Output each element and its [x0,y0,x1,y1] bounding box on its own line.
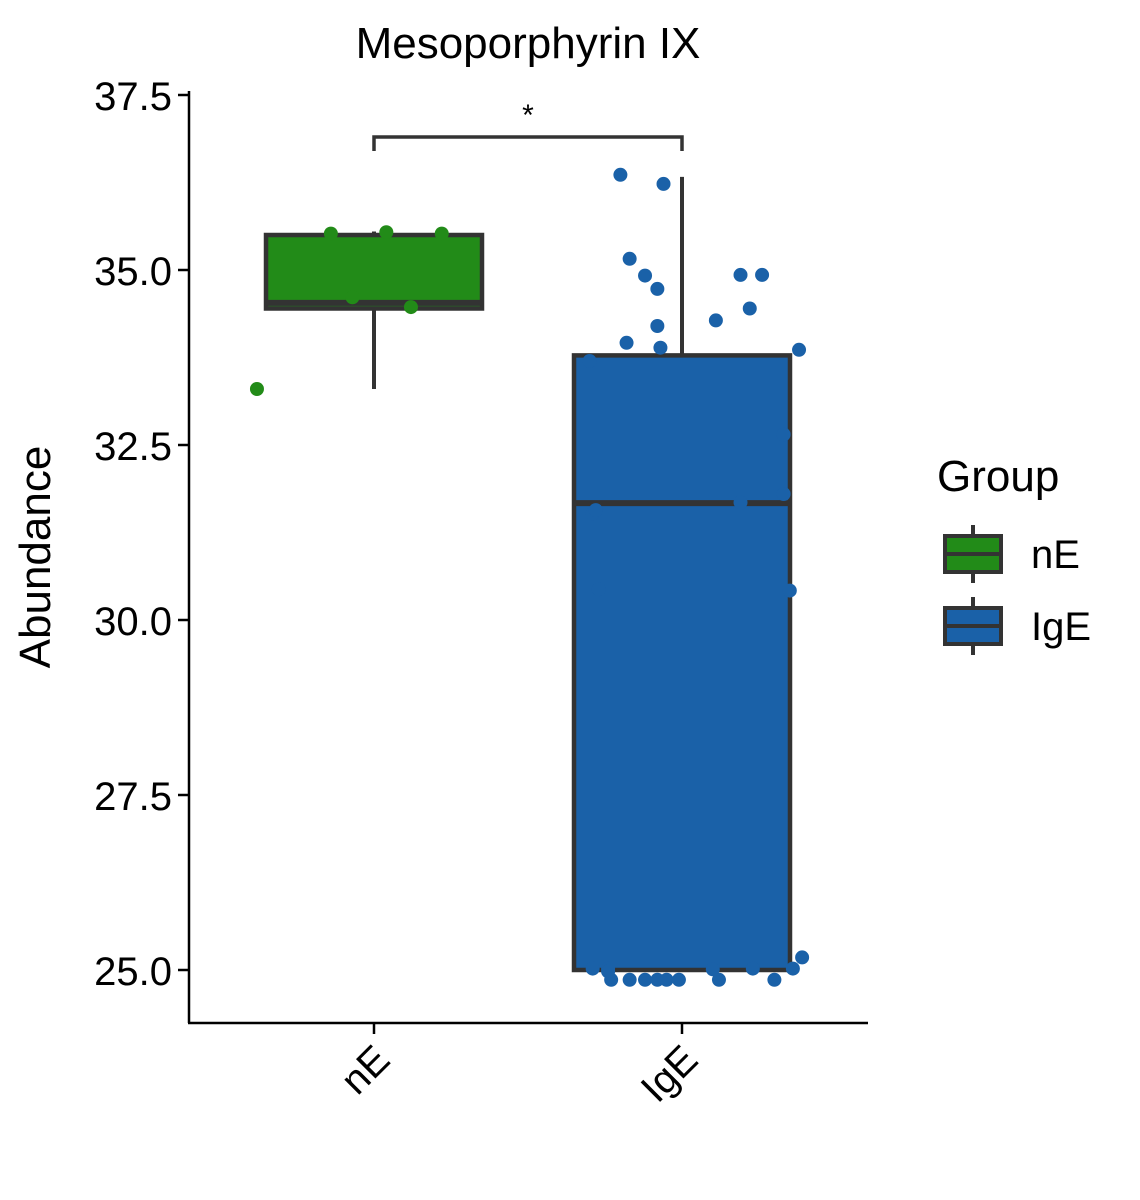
bracket-line [372,135,684,151]
y-tick-label: 32.5 [94,425,172,469]
data-point [613,167,628,182]
data-point [403,300,418,315]
data-point [345,290,360,305]
data-point [745,961,760,976]
y-tick-label: 35.0 [94,250,172,294]
data-point [659,972,674,987]
data-point [601,964,616,979]
data-point [782,583,797,598]
data-point [650,319,665,333]
data-point [705,962,720,977]
data-point [434,226,449,241]
data-point [733,267,748,282]
y-tick-label: 25.0 [94,950,172,994]
box-IgE [571,353,793,973]
data-point [622,972,637,987]
data-point [776,427,791,442]
data-point [379,225,394,240]
legend: Group nE IgE [937,452,1091,655]
data-point [588,503,603,518]
legend-label: IgE [1031,605,1091,649]
data-point [591,582,606,597]
data-point [656,176,671,191]
data-point [622,251,637,266]
data-point [638,268,653,283]
data-point [249,382,264,396]
data-point [733,495,748,510]
x-axis-ticks: nE IgE [333,1023,707,1111]
y-axis-label: Abundance [11,446,60,669]
data-point [585,961,600,976]
significance-bracket: * [372,99,684,151]
data-point [582,354,597,368]
legend-label: nE [1031,533,1080,577]
data-point [650,281,665,296]
chart-title: Mesoporphyrin IX [356,19,701,68]
data-point [671,972,686,987]
box-nE [263,232,485,311]
data-point [776,487,791,501]
significance-label: * [522,99,534,132]
y-axis-ticks: 25.0 27.5 30.0 32.5 35.0 37.5 [94,75,189,994]
data-point [638,972,653,987]
data-point [767,972,782,987]
data-point [785,961,800,976]
data-point [711,972,726,987]
legend-title: Group [937,452,1059,501]
data-point [792,342,807,357]
x-tick-label: nE [333,1037,399,1103]
data-point [742,301,757,316]
data-point [323,226,338,241]
boxplot-boxes [263,176,793,973]
data-point [619,335,634,350]
x-tick-label: IgE [633,1037,707,1111]
y-tick-label: 37.5 [94,75,172,119]
y-tick-label: 27.5 [94,775,172,819]
y-tick-label: 30.0 [94,600,172,644]
data-point [755,267,770,282]
jitter-points [249,167,810,987]
data-point [708,313,723,328]
data-point [653,340,668,355]
data-point [795,950,810,965]
